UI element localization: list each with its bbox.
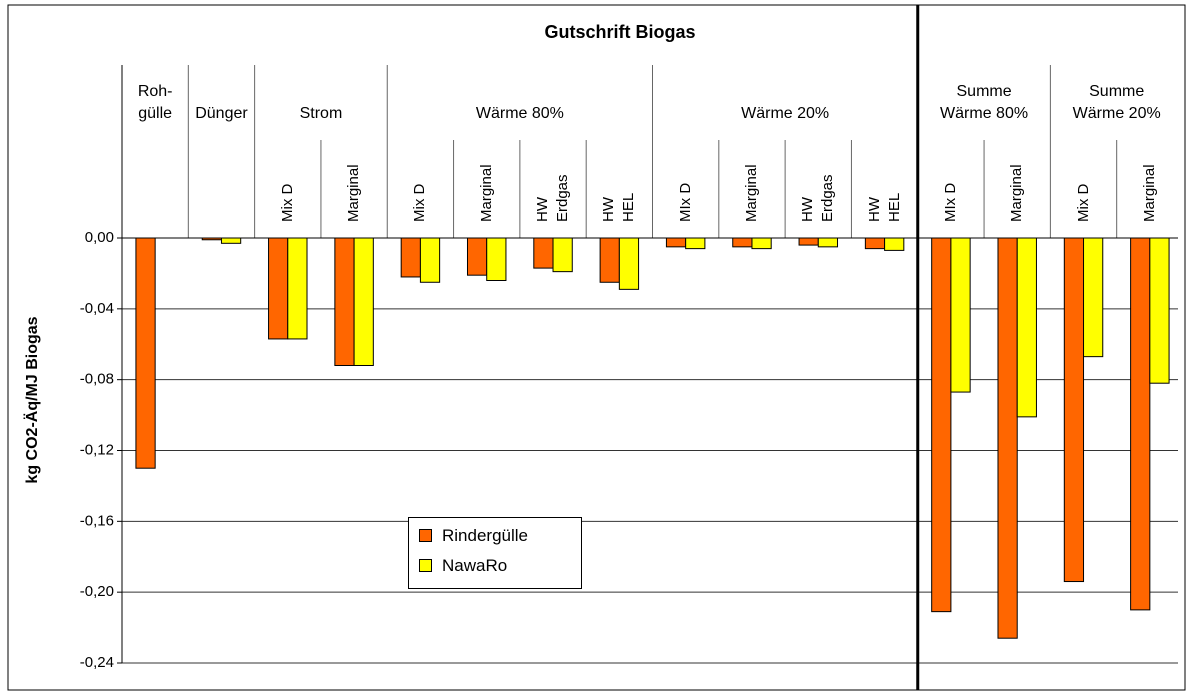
- bar: [419, 237, 441, 283]
- group-label: Dünger: [195, 105, 248, 122]
- frame: [7, 4, 1186, 691]
- bar: [997, 237, 1018, 639]
- legend-swatch: [419, 529, 432, 542]
- legend-label: NawaRo: [442, 556, 508, 575]
- bar: [1063, 237, 1085, 583]
- category-label: Mix D: [278, 183, 296, 222]
- category-label: HW Erdgas: [534, 174, 572, 222]
- y-tick-label: -0,12: [80, 441, 114, 458]
- bar: [798, 237, 819, 246]
- bar: [135, 237, 156, 469]
- bar: [1130, 237, 1151, 611]
- bar: [1149, 237, 1170, 384]
- bar: [599, 237, 620, 283]
- y-tick-label: -0,20: [80, 583, 114, 600]
- y-tick-label: -0,04: [80, 300, 114, 317]
- group-label: Summe Wärme 20%: [1072, 83, 1161, 122]
- bar: [751, 237, 772, 250]
- bar: [533, 237, 554, 269]
- bar: [817, 237, 839, 248]
- bar: [950, 237, 971, 393]
- legend-label: Rindergülle: [442, 526, 528, 545]
- y-axis-label: kg CO2-Äq/MJ Biogas: [23, 316, 41, 483]
- category-label: Mix D: [1074, 183, 1092, 222]
- y-tick-label: 0,00: [85, 229, 114, 246]
- bar: [931, 237, 952, 613]
- bar: [685, 237, 706, 250]
- group-label: Wärme 80%: [475, 105, 564, 122]
- bar: [1083, 237, 1104, 358]
- y-tick-label: -0,24: [80, 654, 114, 671]
- category-label: Marginal: [742, 164, 760, 222]
- bar: [353, 237, 374, 366]
- group-label: Roh- gülle: [137, 83, 173, 122]
- bar: [552, 237, 573, 273]
- bar: [268, 237, 289, 340]
- chart-title: Gutschrift Biogas: [544, 22, 695, 42]
- group-label: Strom: [299, 105, 343, 122]
- category-label: MIx D: [676, 182, 694, 222]
- bar: [884, 237, 905, 251]
- category-label: HW HEL: [600, 192, 638, 222]
- category-label: HW Erdgas: [799, 174, 837, 222]
- bar: [334, 237, 355, 366]
- category-label: MIx D: [941, 182, 959, 222]
- legend: Rindergülle NawaRo: [408, 517, 582, 589]
- category-label: Marginal: [345, 164, 363, 222]
- group-label: Wärme 20%: [741, 105, 830, 122]
- bar: [400, 237, 421, 278]
- bar: [732, 237, 753, 248]
- legend-item: NawaRo: [419, 556, 507, 576]
- legend-item: Rindergülle: [419, 526, 528, 546]
- category-label: Mix D: [411, 183, 429, 222]
- bar: [618, 237, 640, 290]
- bar: [287, 237, 308, 340]
- category-label: Marginal: [1008, 164, 1026, 222]
- bar: [220, 237, 242, 244]
- bar: [486, 237, 507, 281]
- bar: [1016, 237, 1037, 418]
- y-tick-label: -0,16: [80, 512, 114, 529]
- category-label: Marginal: [477, 164, 495, 222]
- category-label: HW HEL: [865, 192, 903, 222]
- legend-swatch: [419, 559, 432, 572]
- category-label: Marginal: [1140, 164, 1158, 222]
- bar: [665, 237, 687, 248]
- group-label: Summe Wärme 80%: [940, 83, 1029, 122]
- bar: [466, 237, 488, 276]
- bar: [864, 237, 886, 250]
- y-tick-label: -0,08: [80, 371, 114, 388]
